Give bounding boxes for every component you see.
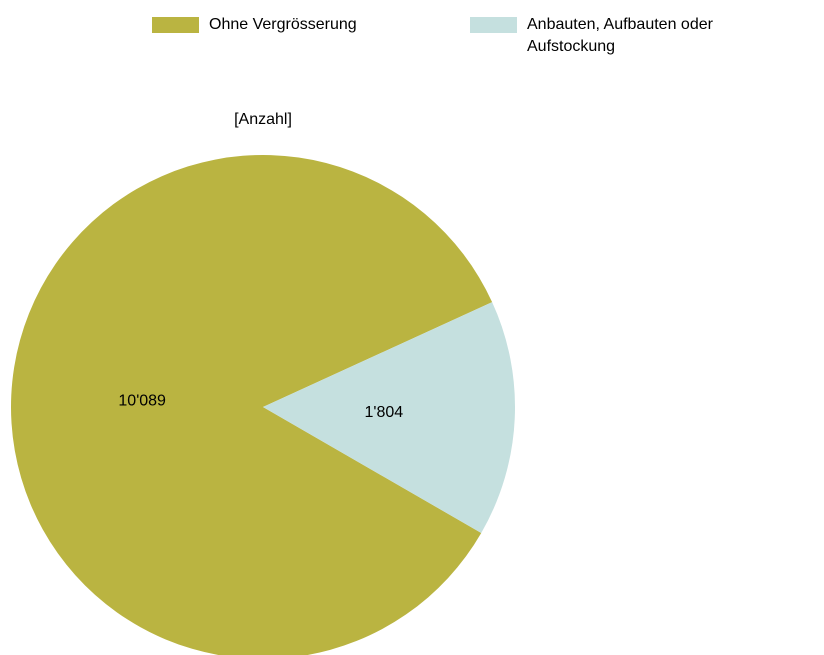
legend-swatch bbox=[470, 17, 517, 33]
legend-label: Ohne Vergrösserung bbox=[209, 16, 357, 33]
legend-item: Anbauten, Aufbauten oder Aufstockung bbox=[470, 14, 770, 58]
slice-label: 10'089 bbox=[118, 393, 166, 410]
legend-item: Ohne Vergrösserung bbox=[152, 14, 412, 36]
slice-label: 1'804 bbox=[364, 404, 403, 421]
chart-title: [Anzahl] bbox=[234, 111, 292, 128]
legend-swatch bbox=[152, 17, 199, 33]
legend-label: Anbauten, Aufbauten oder Aufstockung bbox=[527, 16, 713, 55]
pie-slice bbox=[11, 155, 493, 655]
pie-slice bbox=[263, 302, 515, 533]
